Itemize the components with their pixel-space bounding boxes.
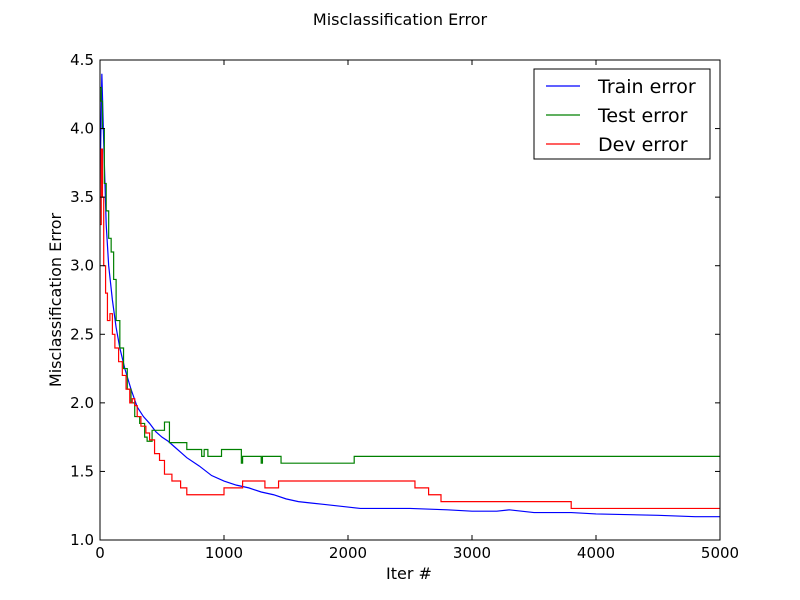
y-tick-label: 3.0 (70, 257, 94, 275)
x-tick-label: 0 (95, 544, 105, 562)
plot-area (100, 73, 720, 518)
legend-label: Test error (597, 105, 688, 127)
legend-label: Dev error (598, 134, 688, 156)
x-tick-label: 2000 (329, 544, 367, 562)
x-tick-label: 5000 (701, 544, 739, 562)
x-tick-label: 4000 (577, 544, 615, 562)
chart-title: Misclassification Error (313, 10, 488, 29)
y-tick-label: 1.0 (70, 531, 94, 549)
y-tick-label: 4.0 (70, 120, 94, 138)
y-tick-label: 3.5 (70, 188, 94, 206)
plot-frame (99, 59, 721, 541)
axes: 0 1000 2000 3000 4000 5000 1.0 1.5 2.0 2.5 3.0 3.5 4… (70, 51, 739, 562)
x-tick-label: 1000 (205, 544, 243, 562)
series-line-test-error (100, 86, 720, 464)
x-axis-label: Iter # (386, 564, 432, 583)
y-tick-label: 1.5 (70, 462, 94, 480)
legend: Train error Test error Dev error (533, 68, 711, 160)
y-axis-label: Misclassification Error (46, 213, 65, 388)
legend-label: Train error (597, 76, 696, 98)
y-tick-label: 2.0 (70, 394, 94, 412)
y-tick-label: 4.5 (70, 51, 94, 69)
series-line-train-error (100, 73, 720, 518)
series-line-dev-error (100, 148, 720, 510)
y-tick-label: 2.5 (70, 325, 94, 343)
x-tick-label: 3000 (453, 544, 491, 562)
